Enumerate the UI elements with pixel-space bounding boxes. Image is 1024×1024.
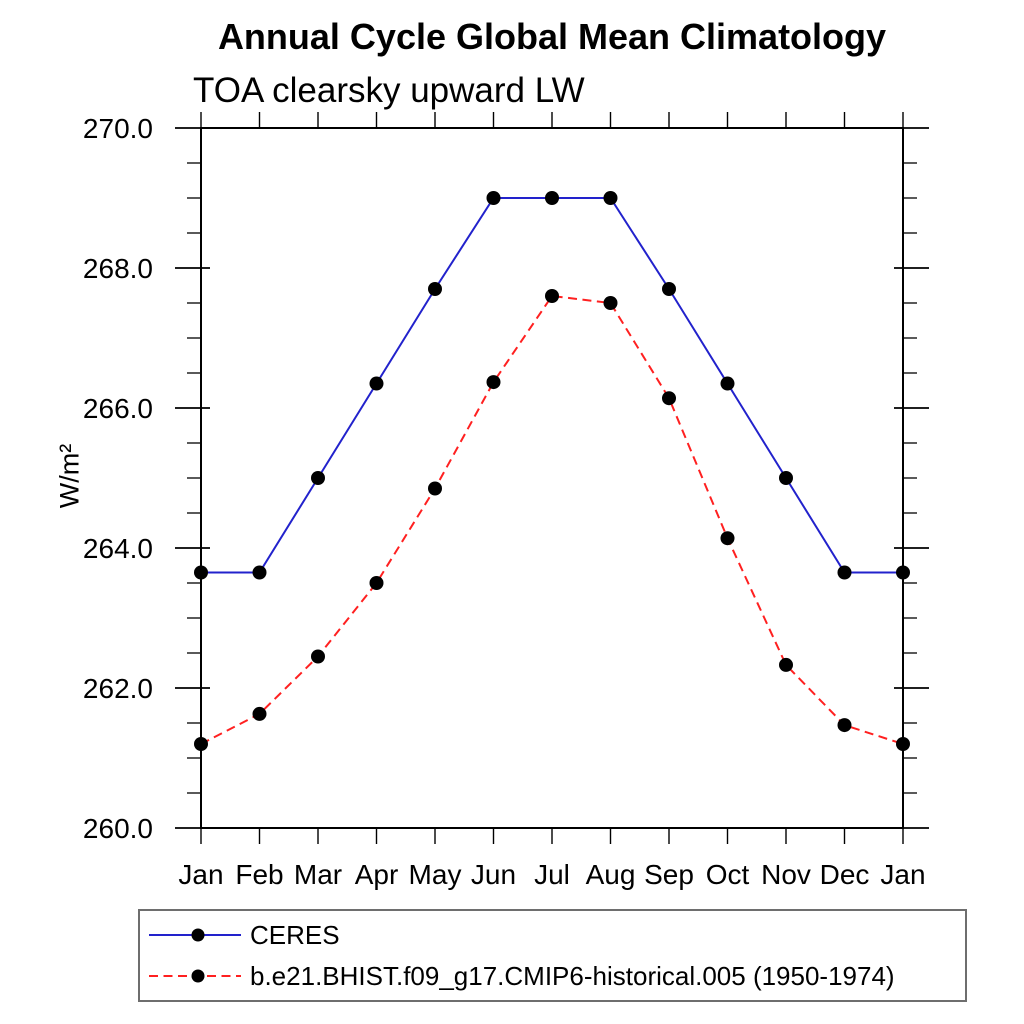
series-1-marker [486,375,501,390]
y-tick-label: 270.0 [83,113,153,144]
series-0-marker [486,191,501,205]
x-tick-label: Nov [761,859,811,890]
series-line-0 [201,197,903,574]
legend-line-sample-dashed [149,969,241,983]
series-0-marker [545,191,559,205]
legend-label-ceres: CERES [250,920,340,950]
x-tick-label: Sep [644,859,694,890]
data-series [194,191,910,751]
legend-item-ceres: CERES [144,918,965,952]
legend-line-sample-solid [149,928,241,942]
chart-title: Annual Cycle Global Mean Climatology [217,16,887,57]
series-0-marker [252,565,267,580]
chart-subtitle: TOA clearsky upward LW [193,71,585,110]
x-tick-label: Feb [235,859,283,890]
x-tick-label: Jan [178,859,223,890]
series-1-marker [779,657,793,672]
series-1-marker [720,531,735,546]
y-tick-label: 264.0 [83,533,153,564]
series-1-marker [662,391,676,406]
series-0-marker [779,471,793,485]
x-tick-label: Jun [471,859,516,890]
series-0-marker [194,565,208,580]
legend-label-model: b.e21.BHIST.f09_g17.CMIP6-historical.005… [250,961,895,991]
series-1-marker [603,296,618,310]
x-tick-label: Aug [586,859,636,890]
x-tick-label: Mar [294,859,342,890]
plot-frame [200,127,904,829]
legend: CERES b.e21.BHIST.f09_g17.CMIP6-historic… [138,909,967,1002]
series-0-marker [662,282,676,296]
y-tick-label: 266.0 [83,393,153,424]
series-1-marker [896,737,910,751]
axis-ticks [175,112,929,844]
y-tick-label: 268.0 [83,253,153,284]
series-line-1 [200,294,904,745]
x-tick-label: Jul [534,859,570,890]
series-0-marker [837,565,852,580]
y-tick-label: 262.0 [83,673,153,704]
x-tick-label: Jan [880,859,925,890]
series-1-marker [428,481,442,496]
x-tick-label: May [409,859,462,890]
series-1-marker [311,649,325,664]
series-1-marker [837,718,852,733]
x-tick-label: Apr [355,859,399,890]
frame-rect [200,127,904,829]
x-axis-tick-labels: Jan Feb Mar Apr May Jun Jul Aug Sep Oct Nov Dec Jan [178,859,925,890]
x-tick-label: Dec [820,859,870,890]
series-0-marker [603,191,618,205]
series-0-marker [428,282,442,296]
legend-item-model: b.e21.BHIST.f09_g17.CMIP6-historical.005… [144,959,965,993]
y-tick-label: 260.0 [83,813,153,844]
series-0-marker [311,471,325,485]
series-1-marker [369,576,384,590]
x-tick-label: Oct [706,859,750,890]
series-0-marker [720,376,735,391]
series-0-marker [896,565,910,580]
series-1-marker [194,737,208,751]
y-axis-tick-labels: 260.0 262.0 264.0 266.0 268.0 270.0 [83,113,153,844]
series-1-marker [545,289,559,303]
series-0-marker [369,376,384,391]
series-1-marker [252,706,267,721]
